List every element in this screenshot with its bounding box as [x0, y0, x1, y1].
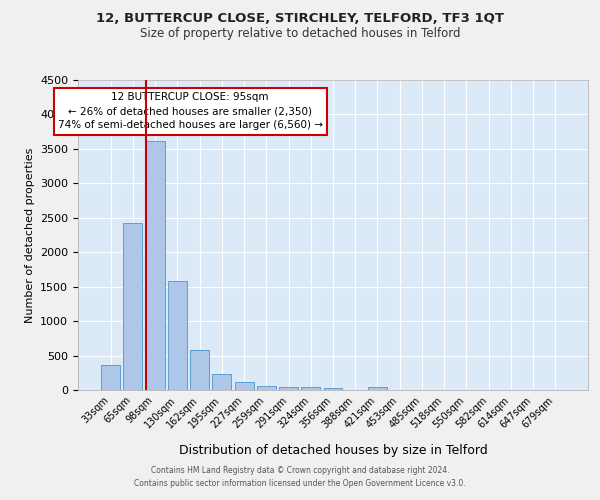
Bar — [212, 374, 231, 390]
Bar — [279, 387, 298, 390]
Bar — [235, 382, 254, 390]
Text: Contains HM Land Registry data © Crown copyright and database right 2024.
Contai: Contains HM Land Registry data © Crown c… — [134, 466, 466, 487]
Bar — [168, 281, 187, 390]
Bar — [190, 350, 209, 390]
Y-axis label: Number of detached properties: Number of detached properties — [25, 148, 35, 322]
Bar — [101, 364, 120, 390]
Bar — [257, 386, 276, 390]
Bar — [368, 386, 387, 390]
X-axis label: Distribution of detached houses by size in Telford: Distribution of detached houses by size … — [179, 444, 487, 457]
Bar — [124, 222, 142, 390]
Bar — [146, 140, 164, 390]
Text: 12, BUTTERCUP CLOSE, STIRCHLEY, TELFORD, TF3 1QT: 12, BUTTERCUP CLOSE, STIRCHLEY, TELFORD,… — [96, 12, 504, 26]
Text: 12 BUTTERCUP CLOSE: 95sqm
← 26% of detached houses are smaller (2,350)
74% of se: 12 BUTTERCUP CLOSE: 95sqm ← 26% of detac… — [58, 92, 323, 130]
Bar — [323, 388, 343, 390]
Text: Size of property relative to detached houses in Telford: Size of property relative to detached ho… — [140, 28, 460, 40]
Bar — [301, 387, 320, 390]
